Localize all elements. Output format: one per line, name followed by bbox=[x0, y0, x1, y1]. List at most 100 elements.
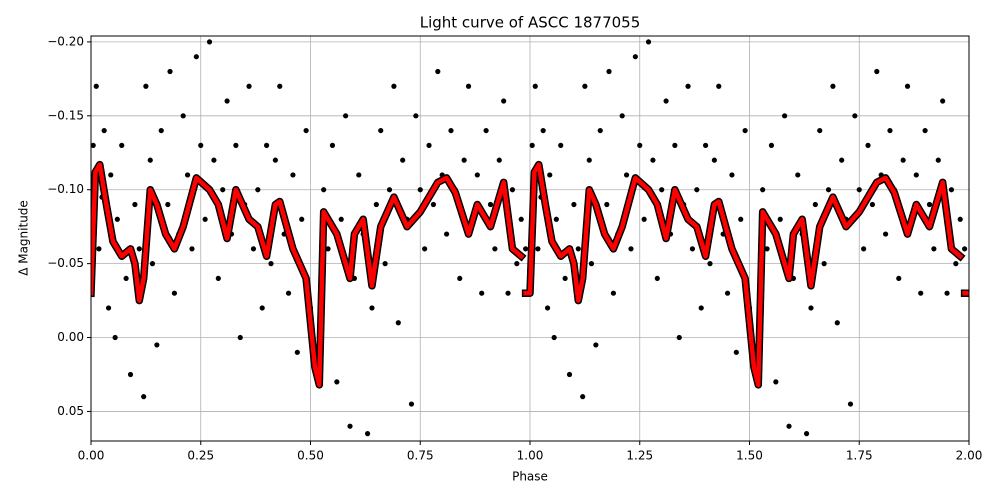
data-point bbox=[623, 172, 630, 178]
data-point bbox=[645, 39, 652, 45]
data-point bbox=[803, 431, 810, 437]
data-point bbox=[422, 246, 428, 252]
data-point bbox=[132, 201, 138, 208]
data-point bbox=[760, 187, 766, 193]
data-point bbox=[171, 290, 178, 296]
data-point bbox=[839, 157, 845, 163]
data-point bbox=[922, 127, 928, 134]
data-point bbox=[808, 305, 814, 311]
data-point bbox=[887, 127, 893, 134]
data-point bbox=[343, 113, 349, 119]
data-point bbox=[299, 216, 305, 222]
data-point bbox=[492, 246, 498, 252]
data-point bbox=[628, 246, 634, 252]
data-point bbox=[224, 98, 230, 104]
data-point bbox=[689, 246, 696, 252]
x-tick-label: 2.00 bbox=[956, 449, 983, 463]
data-point bbox=[321, 187, 327, 193]
data-point bbox=[123, 275, 129, 282]
data-point bbox=[834, 320, 840, 326]
data-point bbox=[544, 305, 551, 311]
data-point bbox=[782, 113, 788, 119]
data-point bbox=[101, 127, 107, 134]
data-point bbox=[250, 246, 257, 252]
data-point bbox=[119, 142, 125, 148]
plot-area bbox=[91, 39, 969, 437]
data-point bbox=[694, 187, 700, 193]
data-point bbox=[154, 342, 160, 348]
data-point bbox=[698, 305, 704, 311]
data-point bbox=[742, 127, 748, 134]
data-point bbox=[931, 246, 937, 252]
data-point bbox=[672, 142, 678, 148]
y-tick-label: 0.05 bbox=[57, 404, 84, 418]
data-point bbox=[206, 39, 213, 45]
data-point bbox=[96, 246, 102, 252]
data-point bbox=[707, 261, 713, 267]
data-point bbox=[773, 379, 779, 385]
data-point bbox=[571, 201, 577, 208]
data-point bbox=[777, 216, 783, 222]
data-point bbox=[259, 305, 265, 311]
data-point bbox=[575, 246, 581, 252]
data-point bbox=[764, 246, 770, 252]
data-point bbox=[264, 142, 270, 148]
data-point bbox=[518, 216, 524, 222]
data-point bbox=[147, 157, 153, 163]
data-point bbox=[586, 157, 592, 163]
data-point bbox=[738, 216, 744, 222]
data-point bbox=[597, 127, 603, 134]
data-point bbox=[391, 83, 397, 89]
data-point bbox=[114, 216, 120, 222]
data-point bbox=[435, 68, 441, 75]
y-tick-label: −0.10 bbox=[47, 182, 84, 196]
data-point bbox=[400, 157, 406, 163]
data-point bbox=[430, 201, 437, 208]
data-point bbox=[659, 187, 665, 193]
data-point bbox=[255, 187, 261, 193]
data-point bbox=[654, 275, 660, 282]
plot-frame bbox=[90, 35, 970, 442]
data-point bbox=[136, 246, 142, 252]
data-point bbox=[184, 172, 191, 178]
data-point bbox=[812, 201, 818, 208]
data-point bbox=[733, 349, 739, 355]
data-point bbox=[246, 83, 252, 89]
x-tick-label: 1.25 bbox=[626, 449, 653, 463]
x-axis-label: Phase bbox=[512, 470, 548, 484]
data-point bbox=[165, 201, 171, 208]
data-point bbox=[896, 275, 902, 282]
data-point bbox=[940, 98, 946, 104]
data-point bbox=[127, 371, 134, 378]
data-point bbox=[408, 401, 415, 407]
data-point bbox=[167, 68, 173, 75]
data-point bbox=[904, 83, 911, 89]
data-point bbox=[551, 334, 557, 341]
data-point bbox=[580, 394, 586, 400]
x-tick-label: 1.00 bbox=[517, 449, 544, 463]
data-point bbox=[795, 172, 801, 178]
data-point bbox=[202, 216, 208, 222]
data-point bbox=[369, 305, 375, 311]
data-point bbox=[479, 290, 485, 296]
data-point bbox=[303, 127, 309, 134]
data-point bbox=[514, 261, 520, 267]
data-point bbox=[158, 127, 164, 134]
y-tick-label: 0.00 bbox=[57, 330, 84, 344]
data-point bbox=[268, 261, 274, 267]
data-point bbox=[562, 275, 568, 282]
x-tick-label: 1.75 bbox=[846, 449, 873, 463]
data-point bbox=[540, 127, 546, 134]
data-point bbox=[553, 216, 559, 222]
y-tick-label: −0.05 bbox=[47, 256, 84, 270]
data-point bbox=[325, 246, 331, 252]
data-point bbox=[529, 142, 535, 148]
data-point bbox=[768, 142, 775, 148]
x-tick-label: 0.75 bbox=[407, 449, 434, 463]
data-point bbox=[821, 261, 827, 267]
data-point bbox=[641, 216, 647, 222]
data-point bbox=[141, 394, 147, 400]
data-point bbox=[874, 68, 880, 75]
data-point bbox=[588, 261, 595, 267]
data-point bbox=[632, 54, 638, 60]
